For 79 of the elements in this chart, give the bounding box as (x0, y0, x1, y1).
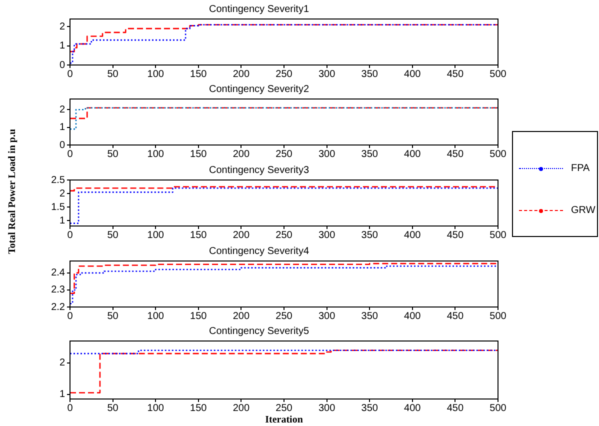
x-tick-label: 500 (490, 230, 507, 241)
x-tick-label: 150 (190, 148, 208, 160)
y-tick-label: 1 (59, 389, 66, 400)
x-tick-label: 350 (361, 310, 378, 322)
y-tick-label: 1 (59, 215, 66, 226)
x-tick-label: 100 (147, 148, 164, 160)
x-tick-label: 100 (147, 402, 164, 414)
x-tick-label: 300 (318, 68, 336, 80)
x-tick-label: 500 (490, 148, 507, 160)
x-tick-label: 0 (67, 310, 74, 322)
x-tick-label: 300 (318, 148, 336, 160)
x-tick-label: 200 (232, 68, 250, 80)
x-tick-label: 350 (361, 68, 378, 80)
x-tick-label: 300 (318, 230, 336, 241)
x-tick-label: 200 (232, 402, 250, 414)
y-tick-label: 1.5 (51, 202, 66, 213)
chart-title: Contingency Severity5 (208, 326, 310, 337)
x-tick-label: 450 (446, 402, 464, 414)
y-tick-label: 2.2 (51, 302, 66, 313)
x-tick-label: 250 (276, 68, 293, 80)
y-tick-label: 2.3 (51, 284, 66, 296)
x-tick-label: 0 (67, 402, 74, 414)
x-tick-label: 50 (107, 402, 119, 414)
x-tick-label: 350 (361, 148, 378, 160)
x-tick-label: 300 (318, 310, 336, 322)
x-tick-label: 50 (107, 68, 119, 80)
y-axis-title: Total Real Power Load in p.u (6, 128, 18, 254)
x-tick-label: 400 (404, 310, 422, 322)
legend-label: GRW (571, 204, 596, 216)
x-tick-label: 0 (67, 148, 74, 160)
x-tick-label: 150 (190, 68, 208, 80)
chart-title: Contingency Severity2 (208, 84, 310, 95)
x-tick-label: 350 (361, 402, 378, 414)
x-tick-label: 150 (190, 230, 208, 241)
y-tick-label: 2 (59, 188, 66, 200)
y-tick-label: 0 (59, 60, 66, 71)
y-tick-label: 2.4 (51, 268, 66, 279)
x-tick-label: 100 (147, 68, 164, 80)
x-tick-label: 450 (446, 230, 464, 241)
x-tick-label: 400 (404, 230, 422, 241)
legend-label: FPA (571, 162, 590, 174)
x-tick-label: 500 (490, 68, 507, 80)
x-tick-label: 50 (107, 148, 119, 160)
y-tick-label: 2 (59, 358, 66, 369)
x-tick-label: 350 (361, 230, 378, 241)
chart-title: Contingency Severity4 (208, 246, 310, 257)
y-tick-label: 2.5 (51, 174, 66, 186)
x-tick-label: 150 (190, 402, 208, 414)
x-tick-label: 450 (446, 68, 464, 80)
x-tick-label: 100 (147, 310, 164, 322)
x-tick-label: 400 (404, 68, 422, 80)
chart-title: Contingency Severity1 (208, 4, 310, 15)
y-tick-label: 1 (59, 40, 66, 52)
x-tick-label: 450 (446, 148, 464, 160)
y-tick-label: 2 (59, 104, 66, 116)
x-tick-label: 250 (276, 402, 293, 414)
x-tick-label: 100 (147, 230, 164, 241)
x-tick-label: 0 (67, 230, 74, 241)
x-tick-label: 500 (490, 310, 507, 322)
x-axis-title: Iteration (265, 414, 304, 426)
x-tick-label: 450 (446, 310, 464, 322)
x-tick-label: 250 (276, 148, 293, 160)
x-tick-label: 0 (67, 68, 74, 80)
x-tick-label: 50 (107, 230, 119, 241)
x-tick-label: 250 (276, 310, 293, 322)
y-tick-label: 1 (59, 122, 66, 134)
x-tick-label: 200 (232, 310, 250, 322)
x-tick-label: 500 (490, 402, 507, 414)
x-tick-label: 200 (232, 230, 250, 241)
x-tick-label: 200 (232, 148, 250, 160)
x-tick-label: 400 (404, 402, 422, 414)
chart-title: Contingency Severity3 (208, 164, 310, 176)
x-tick-label: 150 (190, 310, 208, 322)
x-tick-label: 50 (107, 310, 119, 322)
y-tick-label: 0 (59, 140, 66, 151)
x-tick-label: 300 (318, 402, 336, 414)
x-tick-label: 250 (276, 230, 293, 241)
x-tick-label: 400 (404, 148, 422, 160)
y-tick-label: 2 (59, 21, 66, 32)
